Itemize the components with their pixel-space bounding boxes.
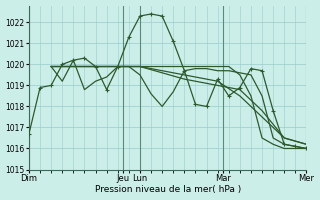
X-axis label: Pression niveau de la mer( hPa ): Pression niveau de la mer( hPa ): [95, 185, 241, 194]
